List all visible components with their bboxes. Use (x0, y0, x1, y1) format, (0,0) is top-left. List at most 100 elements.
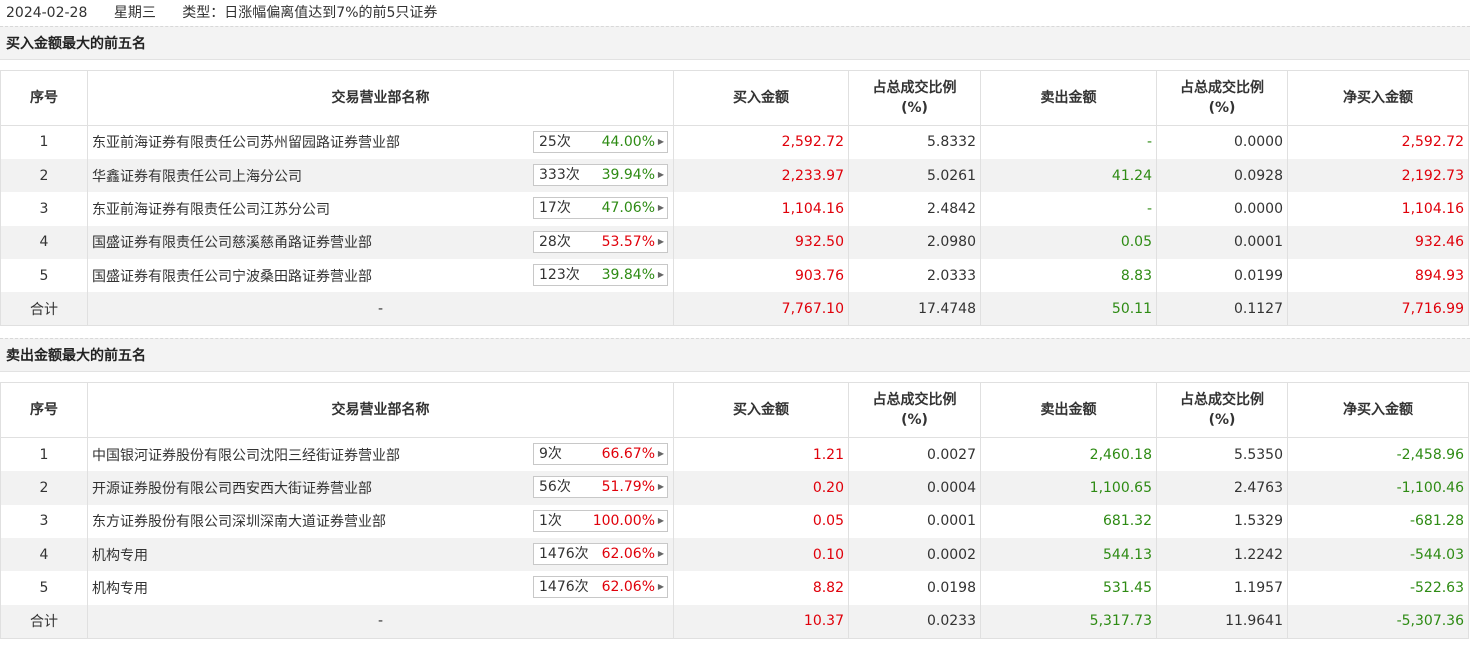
success-rate: 66.67% (601, 446, 655, 463)
dept-name-link[interactable]: 国盛证券有限责任公司慈溪慈甬路证券营业部 (92, 235, 372, 252)
success-rate: 62.06% (601, 546, 655, 563)
col-header-sell-ratio: 占总成交比例 (%) (1156, 382, 1288, 439)
net-amount: -2,458.96 (1287, 437, 1469, 472)
dept-stat-dropdown[interactable]: 1次 100.00% ▶ (533, 509, 668, 532)
net-amount: 894.93 (1287, 259, 1469, 293)
dept-stat-dropdown[interactable]: 25次 44.00% ▶ (533, 131, 668, 153)
dept-stat-dropdown[interactable]: 333次 39.94% ▶ (533, 163, 668, 186)
dept-name-link[interactable]: 国盛证券有限责任公司宁波桑田路证券营业部 (92, 268, 372, 285)
weekday: 星期三 (113, 5, 156, 21)
trade-date: 2024-02-28 (6, 5, 88, 21)
row-index: 5 (0, 571, 88, 605)
total-dept: - (87, 604, 674, 639)
row-index: 5 (0, 259, 88, 293)
listing-times: 9次 (539, 446, 562, 463)
row-index: 2 (0, 471, 88, 505)
sell-amount: 544.13 (980, 538, 1157, 572)
sell-ratio: 1.2242 (1156, 538, 1288, 572)
sell-amount: 681.32 (980, 504, 1157, 539)
dept-stat-dropdown[interactable]: 56次 51.79% ▶ (533, 476, 668, 499)
total-sell-ratio: 11.9641 (1156, 604, 1288, 639)
spacer (0, 326, 1470, 338)
total-label: 合计 (0, 292, 88, 327)
sell-ratio: 0.0000 (1156, 192, 1288, 226)
total-net-amount: -5,307.36 (1287, 604, 1469, 639)
total-buy-amount: 10.37 (673, 604, 849, 639)
buy-amount: 0.20 (673, 471, 849, 505)
caret-right-icon: ▶ (657, 169, 664, 179)
dept-cell: 东亚前海证券有限责任公司江苏分公司 17次 47.06% ▶ (87, 192, 674, 226)
buy-ratio: 0.0001 (848, 504, 981, 539)
dept-name-link[interactable]: 东方证券股份有限公司深圳深南大道证券营业部 (92, 514, 386, 531)
sell-amount: 531.45 (980, 571, 1157, 605)
dept-name-link[interactable]: 开源证券股份有限公司西安西大街证券营业部 (92, 480, 372, 497)
buy-ratio: 5.8332 (848, 125, 981, 159)
total-buy-amount: 7,767.10 (673, 292, 849, 327)
dept-stat-dropdown[interactable]: 1476次 62.06% ▶ (533, 543, 668, 566)
buy-amount: 2,233.97 (673, 158, 849, 193)
dept-stat-dropdown[interactable]: 9次 66.67% ▶ (533, 443, 668, 466)
dept-name-link[interactable]: 东亚前海证券有限责任公司江苏分公司 (92, 201, 330, 218)
buy-amount: 1,104.16 (673, 192, 849, 226)
caret-right-icon: ▶ (657, 549, 664, 559)
buy-ratio: 0.0002 (848, 538, 981, 572)
dept-stat-dropdown[interactable]: 123次 39.84% ▶ (533, 264, 668, 287)
caret-right-icon: ▶ (657, 482, 664, 492)
table-row: 2 开源证券股份有限公司西安西大街证券营业部 56次 51.79% ▶ 0.20 0.000… (0, 471, 1469, 505)
total-sell-amount: 5,317.73 (980, 604, 1157, 639)
buy-ratio: 2.0980 (848, 225, 981, 260)
row-index: 4 (0, 225, 88, 260)
dept-name-link[interactable]: 中国银河证券股份有限公司沈阳三经街证券营业部 (92, 447, 400, 464)
dept-stat-dropdown[interactable]: 28次 53.57% ▶ (533, 230, 668, 253)
dept-name-link[interactable]: 机构专用 (92, 547, 148, 564)
dept-stat-dropdown[interactable]: 17次 47.06% ▶ (533, 197, 668, 220)
caret-right-icon: ▶ (657, 203, 664, 213)
success-rate: 39.84% (601, 267, 655, 284)
buy-top5-table: 序号 交易营业部名称 买入金额 占总成交比例 (%) 卖出金额 占总成交比例 (… (0, 70, 1469, 327)
buy-ratio: 2.4842 (848, 192, 981, 226)
net-amount: -1,100.46 (1287, 471, 1469, 505)
sell-table-body: 1 中国银河证券股份有限公司沈阳三经街证券营业部 9次 66.67% ▶ 1.21 0.00… (0, 437, 1469, 639)
dept-cell: 国盛证券有限责任公司宁波桑田路证券营业部 123次 39.84% ▶ (87, 259, 674, 293)
table-row: 4 机构专用 1476次 62.06% ▶ 0.10 0.0002 544.13 1.2242-… (0, 538, 1469, 572)
dept-cell: 机构专用 1476次 62.06% ▶ (87, 538, 674, 572)
success-rate: 47.06% (601, 200, 655, 217)
col-header-buy-ratio: 占总成交比例 (%) (848, 382, 981, 439)
buy-ratio: 0.0198 (848, 571, 981, 605)
caret-right-icon: ▶ (657, 270, 664, 280)
sell-amount: 8.83 (980, 259, 1157, 293)
sell-ratio: 5.5350 (1156, 437, 1288, 472)
sell-ratio: 1.1957 (1156, 571, 1288, 605)
success-rate: 53.57% (601, 233, 655, 250)
sell-ratio: 0.0928 (1156, 158, 1288, 193)
sell-top5-table: 序号 交易营业部名称 买入金额 占总成交比例 (%) 卖出金额 占总成交比例 (… (0, 382, 1469, 639)
row-index: 2 (0, 158, 88, 193)
net-amount: -544.03 (1287, 538, 1469, 572)
success-rate: 62.06% (601, 579, 655, 596)
net-amount: -681.28 (1287, 504, 1469, 539)
buy-ratio: 0.0004 (848, 471, 981, 505)
dept-cell: 机构专用 1476次 62.06% ▶ (87, 571, 674, 605)
dept-cell: 东亚前海证券有限责任公司苏州留园路证券营业部 25次 44.00% ▶ (87, 125, 674, 159)
total-label: 合计 (0, 604, 88, 639)
row-index: 4 (0, 538, 88, 572)
buy-ratio: 0.0027 (848, 437, 981, 472)
buy-amount: 2,592.72 (673, 125, 849, 159)
dept-name-link[interactable]: 机构专用 (92, 581, 148, 598)
success-rate: 51.79% (601, 479, 655, 496)
dept-stat-dropdown[interactable]: 1476次 62.06% ▶ (533, 576, 668, 599)
total-dept: - (87, 292, 674, 327)
table-row: 4 国盛证券有限责任公司慈溪慈甬路证券营业部 28次 53.57% ▶ 932.50 2.0… (0, 225, 1469, 260)
dept-name-link[interactable]: 东亚前海证券有限责任公司苏州留园路证券营业部 (92, 135, 400, 152)
table-header-row: 序号 交易营业部名称 买入金额 占总成交比例 (%) 卖出金额 占总成交比例 (… (0, 70, 1469, 126)
row-index: 3 (0, 504, 88, 539)
sell-amount: 2,460.18 (980, 437, 1157, 472)
sell-amount: 1,100.65 (980, 471, 1157, 505)
net-amount: 2,592.72 (1287, 125, 1469, 159)
sell-amount: - (980, 125, 1157, 159)
sell-amount: 0.05 (980, 225, 1157, 260)
buy-amount: 8.82 (673, 571, 849, 605)
net-amount: -522.63 (1287, 571, 1469, 605)
listing-times: 25次 (539, 134, 571, 150)
dept-name-link[interactable]: 华鑫证券有限责任公司上海分公司 (92, 168, 302, 185)
